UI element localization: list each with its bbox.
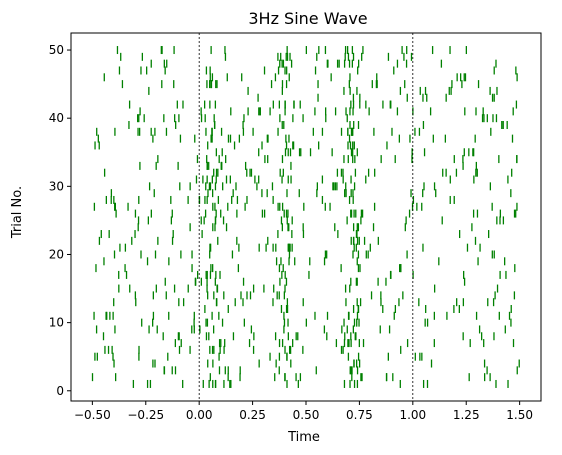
x-tick-label: 1.25 [453,408,480,422]
spike-raster [93,46,520,388]
event-lines [199,33,413,401]
x-tick-label: 0.00 [186,408,213,422]
y-tick-label: 20 [49,247,64,261]
x-axis: −0.50 −0.25 0.00 0.25 0.50 0.75 1.00 1.25 1.50 [74,401,533,422]
chart-title: 3Hz Sine Wave [248,9,367,28]
x-axis-label: Time [287,430,320,445]
x-tick-label: 1.00 [399,408,426,422]
x-tick-label: 0.25 [239,408,266,422]
y-tick-label: 0 [56,384,64,398]
y-tick-label: 40 [49,111,64,125]
y-axis: 0 10 20 30 40 50 [49,43,71,398]
x-tick-label: 1.50 [506,408,533,422]
x-tick-label: 0.75 [346,408,373,422]
x-tick-label: −0.50 [74,408,111,422]
x-tick-label: −0.25 [127,408,164,422]
y-axis-label: Trial No. [10,186,25,239]
y-tick-label: 50 [49,43,64,57]
x-tick-label: 0.50 [293,408,320,422]
y-tick-label: 10 [49,316,64,330]
y-tick-label: 30 [49,179,64,193]
